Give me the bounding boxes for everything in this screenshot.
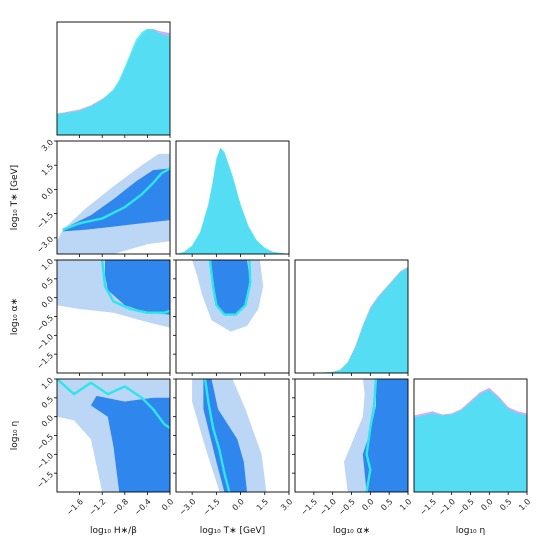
y-tick-label-alpha: −1.0 bbox=[35, 332, 55, 352]
contour-line-T-alpha bbox=[208, 260, 252, 316]
y-tick-label-eta: −1.5 bbox=[35, 470, 55, 490]
panel-frame-H-H bbox=[56, 21, 171, 136]
x-axis-label-alpha: log₁₀ α∗ bbox=[333, 526, 370, 536]
y-tick-label-eta: −0.5 bbox=[35, 432, 55, 452]
contour-line-H-T bbox=[62, 167, 170, 231]
x-axis-label-H: log₁₀ H∗/β bbox=[90, 526, 137, 536]
marginal-alpha-hist-b bbox=[295, 267, 408, 373]
x-tick-label-eta: −1.0 bbox=[437, 497, 457, 517]
contour-inner-H-alpha bbox=[105, 260, 170, 315]
marginal-T-hist-b bbox=[176, 147, 289, 254]
y-tick-label-T: 1.5 bbox=[40, 162, 55, 177]
contour-inner-alpha-eta bbox=[362, 379, 408, 492]
y-tick-label-eta: 0.0 bbox=[40, 413, 55, 428]
contour-line-H-eta bbox=[57, 379, 170, 429]
x-tick-label-H: −1.6 bbox=[65, 497, 85, 517]
x-tick-label-eta: −1.5 bbox=[418, 497, 438, 517]
y-tick-label-alpha: 0.0 bbox=[40, 294, 55, 309]
y-axis-label-alpha: log₁₀ α∗ bbox=[10, 298, 20, 335]
contour-line-T-eta bbox=[203, 379, 231, 492]
x-tick-label-eta: 0.5 bbox=[498, 497, 513, 512]
x-tick-label-alpha: −0.5 bbox=[337, 497, 357, 517]
x-tick-label-H: −0.4 bbox=[133, 497, 153, 517]
x-tick-label-eta: 1.0 bbox=[517, 497, 532, 512]
x-tick-label-T: 0.0 bbox=[231, 497, 246, 512]
y-axis-label-eta: log₁₀ η bbox=[10, 421, 20, 451]
x-tick-label-T: 3.0 bbox=[279, 497, 294, 512]
marginal-eta-hist-b bbox=[414, 390, 527, 492]
panel-frame-T-H bbox=[56, 140, 171, 255]
pair-H-T bbox=[57, 153, 170, 254]
contour-inner-T-eta bbox=[203, 379, 247, 492]
x-tick-label-alpha: −1.5 bbox=[299, 497, 319, 517]
x-tick-label-alpha: −1.0 bbox=[318, 497, 338, 517]
pair-T-alpha bbox=[192, 260, 264, 332]
y-tick-label-alpha: 1.0 bbox=[40, 257, 55, 272]
contour-inner-T-alpha bbox=[211, 260, 251, 315]
panel-frame-T-T bbox=[175, 140, 290, 255]
y-tick-label-eta: 1.0 bbox=[40, 376, 55, 391]
contour-inner-H-T bbox=[62, 168, 170, 232]
y-tick-label-T: −3.0 bbox=[35, 235, 55, 255]
marginal-T bbox=[176, 147, 289, 254]
x-tick-label-T: −3.0 bbox=[177, 497, 197, 517]
marginal-H-hist-b bbox=[57, 28, 170, 135]
y-tick-label-alpha: −1.5 bbox=[35, 351, 55, 371]
y-tick-label-alpha: 0.5 bbox=[40, 276, 55, 291]
x-tick-label-alpha: 0.0 bbox=[360, 497, 375, 512]
y-tick-label-T: 0.0 bbox=[40, 186, 55, 201]
marginal-alpha bbox=[295, 266, 408, 373]
x-tick-label-T: 1.5 bbox=[255, 497, 270, 512]
x-axis-label-eta: log₁₀ η bbox=[456, 526, 486, 536]
x-tick-label-T: −1.5 bbox=[202, 497, 222, 517]
x-tick-label-eta: 0.0 bbox=[479, 497, 494, 512]
pair-alpha-eta bbox=[344, 379, 408, 492]
contour-inner-H-eta bbox=[90, 395, 170, 492]
contour-line-H-alpha bbox=[101, 260, 170, 314]
x-tick-label-alpha: 0.5 bbox=[379, 497, 394, 512]
x-tick-label-alpha: 1.0 bbox=[398, 497, 413, 512]
x-tick-label-H: −0.8 bbox=[110, 497, 130, 517]
y-axis-label-T: log₁₀ T∗ [GeV] bbox=[10, 165, 20, 230]
x-tick-label-H: 0.0 bbox=[160, 497, 175, 512]
pair-H-alpha bbox=[57, 260, 170, 328]
y-tick-label-eta: −1.0 bbox=[35, 451, 55, 471]
y-tick-label-eta: 0.5 bbox=[40, 395, 55, 410]
marginal-H bbox=[57, 28, 170, 135]
y-tick-label-T: −1.5 bbox=[35, 210, 55, 230]
pair-H-eta bbox=[57, 379, 170, 492]
x-tick-label-H: −1.2 bbox=[87, 497, 107, 517]
x-tick-label-eta: −0.5 bbox=[456, 497, 476, 517]
pair-T-eta bbox=[192, 379, 267, 492]
y-tick-label-alpha: −0.5 bbox=[35, 313, 55, 333]
x-axis-label-T: log₁₀ T∗ [GeV] bbox=[200, 526, 265, 536]
y-tick-label-T: 3.0 bbox=[40, 138, 55, 153]
contour-line-alpha-eta bbox=[365, 379, 378, 492]
marginal-eta bbox=[414, 387, 527, 492]
